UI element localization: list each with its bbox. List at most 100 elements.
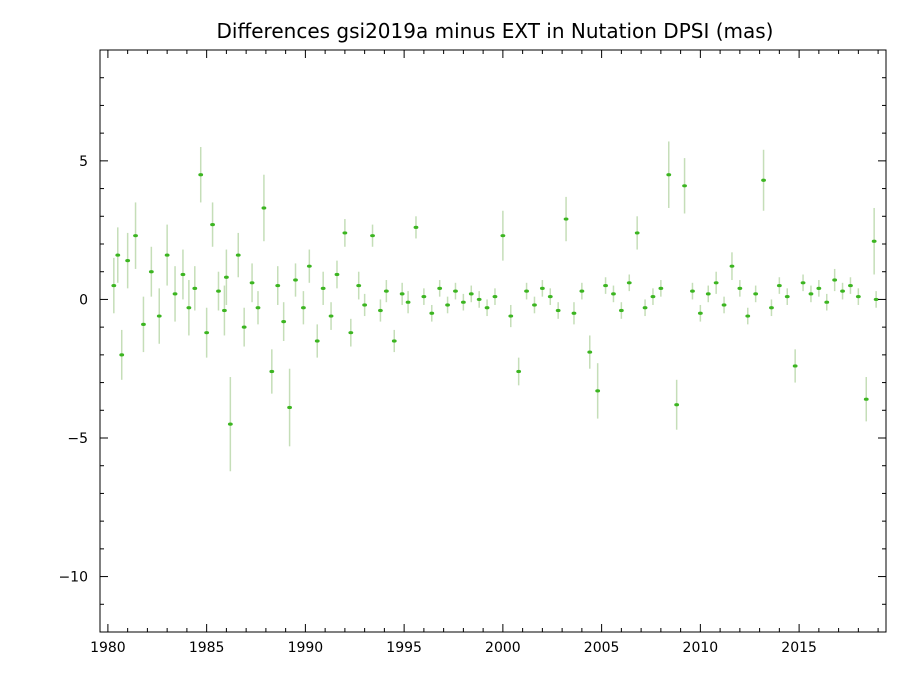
data-point: [235, 253, 241, 257]
data-point: [587, 350, 593, 354]
data-point: [745, 314, 751, 318]
data-point: [539, 286, 545, 290]
data-point: [492, 295, 498, 299]
data-point: [164, 253, 170, 257]
data-point: [223, 275, 229, 279]
data-point: [871, 239, 877, 243]
data-point: [642, 306, 648, 310]
data-point: [603, 283, 608, 288]
data-point: [378, 308, 383, 313]
data-point: [508, 314, 514, 318]
data-point: [115, 253, 121, 257]
data-point: [674, 403, 680, 407]
data-point: [547, 295, 553, 299]
data-point: [618, 308, 624, 313]
data-point: [287, 405, 292, 410]
data-point: [362, 303, 368, 307]
data-point: [275, 283, 281, 288]
data-point: [453, 289, 458, 293]
y-tick-label: 5: [79, 154, 88, 170]
x-tick-label: 1990: [288, 640, 324, 656]
data-point: [824, 300, 830, 304]
data-point: [293, 278, 298, 282]
chart-title: Differences gsi2019a minus EXT in Nutati…: [217, 19, 774, 43]
x-tick-label: 2015: [781, 640, 817, 656]
data-point: [800, 281, 806, 285]
plot-frame: [99, 49, 887, 633]
data-points-layer: [111, 173, 879, 426]
data-point: [571, 311, 577, 315]
data-point: [111, 283, 117, 288]
data-point: [413, 225, 419, 229]
data-point: [241, 325, 247, 329]
data-point: [198, 173, 204, 177]
data-point: [210, 223, 215, 227]
data-point: [690, 289, 695, 293]
data-point: [370, 234, 375, 238]
data-point: [192, 286, 198, 290]
data-point: [832, 278, 838, 282]
x-tick-label: 1980: [90, 640, 126, 656]
data-point: [227, 422, 233, 426]
data-point: [697, 311, 703, 315]
data-point: [306, 264, 312, 268]
data-point: [855, 295, 861, 299]
x-tick-label: 1995: [386, 640, 422, 656]
data-point: [650, 295, 656, 299]
data-point: [342, 231, 348, 235]
data-point: [429, 311, 435, 315]
data-point: [421, 295, 427, 299]
x-tick-label: 2005: [584, 640, 620, 656]
x-tick-label: 2010: [683, 640, 719, 656]
data-point: [255, 306, 261, 310]
data-point: [579, 289, 585, 293]
x-tick-label: 1985: [189, 640, 225, 656]
data-point: [186, 306, 192, 310]
data-point: [595, 389, 601, 393]
data-point: [281, 320, 287, 324]
data-point: [840, 289, 845, 293]
data-point: [484, 306, 490, 310]
data-point: [555, 308, 561, 313]
data-point: [721, 303, 727, 307]
data-point: [611, 292, 616, 296]
data-point: [437, 286, 443, 290]
data-point: [776, 283, 782, 288]
data-point: [737, 286, 743, 290]
data-point: [119, 353, 125, 357]
data-point: [705, 292, 711, 296]
x-tick-label: 2000: [485, 640, 521, 656]
data-point: [532, 303, 537, 307]
data-point: [249, 281, 255, 285]
data-point: [634, 231, 640, 235]
data-point: [328, 314, 334, 318]
data-point: [320, 286, 326, 290]
data-point: [133, 234, 138, 238]
y-axis: −10 −5 0 5: [58, 49, 886, 633]
data-point: [356, 283, 362, 288]
data-point: [713, 281, 719, 285]
data-point: [269, 369, 275, 374]
data-point: [658, 286, 664, 290]
data-point: [204, 331, 210, 335]
data-point: [816, 286, 822, 290]
data-point: [180, 272, 186, 277]
data-point: [468, 292, 474, 296]
data-point: [216, 289, 221, 293]
data-point: [460, 300, 466, 304]
y-tick-label: −5: [67, 431, 88, 447]
y-tick-label: 0: [79, 292, 88, 308]
data-point: [222, 308, 227, 313]
data-point: [391, 339, 397, 343]
data-point: [261, 206, 267, 210]
data-point: [761, 178, 766, 182]
data-point: [172, 292, 178, 296]
data-point: [848, 283, 853, 288]
error-bars-layer: [113, 141, 877, 472]
data-point: [476, 297, 482, 302]
data-point: [405, 300, 411, 304]
x-axis: 1980 1985 1990 1995 2000 2005 2010 2015: [90, 50, 879, 656]
data-point: [348, 331, 354, 335]
